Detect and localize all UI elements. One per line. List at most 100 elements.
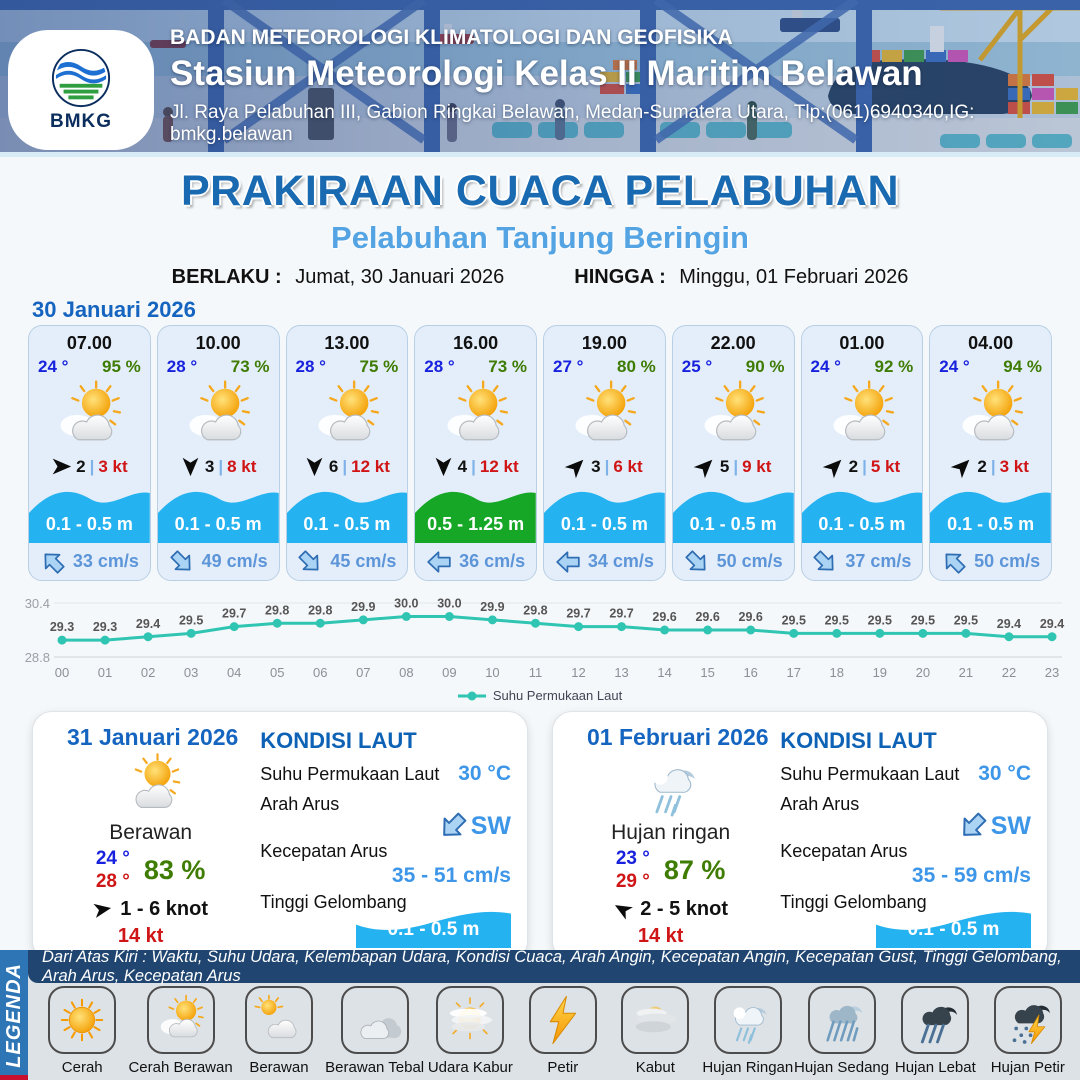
current-direction-icon xyxy=(34,543,71,580)
sst-label: Suhu Permukaan Laut xyxy=(780,763,960,784)
daily-humidity: 87 % xyxy=(663,854,726,885)
card-time: 10.00 xyxy=(195,333,241,353)
daily-summary: 31 Januari 2026 Berawan 24 ° 28 ° 83 % 1… xyxy=(49,724,252,948)
wind-force: 3 xyxy=(204,456,215,476)
svg-text:30.0: 30.0 xyxy=(394,597,418,611)
validity-row: BERLAKU : Jumat, 30 Januari 2026 HINGGA … xyxy=(0,266,1080,289)
svg-text:29.4: 29.4 xyxy=(997,617,1021,631)
legend-icon-box xyxy=(901,985,970,1054)
wind-force: 3 xyxy=(591,456,601,476)
card-current-row: 45 cm/s xyxy=(287,543,408,580)
svg-text:29.5: 29.5 xyxy=(911,613,935,627)
wave-height-band: 0.1 - 0.5 m xyxy=(801,481,923,543)
svg-text:29.9: 29.9 xyxy=(480,600,504,614)
card-humidity: 90 % xyxy=(745,357,785,376)
hujan-sedang-icon xyxy=(815,993,869,1047)
sst-value: 30 °C xyxy=(978,762,1031,785)
current-speed: 36 cm/s xyxy=(459,551,526,571)
wind-force: 5 xyxy=(719,456,730,476)
legend-icon-box xyxy=(528,985,597,1054)
wind-speed: 6 kt xyxy=(613,456,643,476)
bmkg-logo-panel: BMKG xyxy=(8,30,154,150)
weather-icon xyxy=(687,378,779,454)
wind-direction-icon xyxy=(819,452,849,482)
header-banner: BMKG BADAN METEOROLOGI KLIMATOLOGI DAN G… xyxy=(0,0,1080,152)
wind-direction-icon xyxy=(948,452,978,482)
card-wind-row: 5 | 9 kt xyxy=(673,456,794,477)
svg-text:29.7: 29.7 xyxy=(222,607,246,621)
station-address: Jl. Raya Pelabuhan III, Gabion Ringkai B… xyxy=(170,102,975,145)
current-direction-value: SW xyxy=(990,811,1031,840)
svg-text:07: 07 xyxy=(356,665,370,680)
wave-height-value: 0.1 - 0.5 m xyxy=(560,514,648,534)
svg-text:16: 16 xyxy=(743,665,757,680)
current-direction-icon xyxy=(807,543,844,580)
current-speed: 34 cm/s xyxy=(587,551,654,571)
daily-condition: Hujan ringan xyxy=(611,820,731,844)
svg-text:29.8: 29.8 xyxy=(308,603,332,617)
wave-height-band: 0.1 - 0.5 m xyxy=(544,481,665,543)
svg-text:29.5: 29.5 xyxy=(868,613,892,627)
legend-sidebar: LEGENDA xyxy=(0,950,28,1080)
wind-speed: 5 kt xyxy=(870,456,901,476)
legend-item: Petir xyxy=(517,985,609,1076)
card-humidity: 95 % xyxy=(102,357,141,376)
daily-date: 01 Februari 2026 xyxy=(587,724,769,750)
separator: | xyxy=(733,456,739,476)
wind-force: 2 xyxy=(977,456,987,476)
card-humidity: 73 % xyxy=(230,357,270,376)
daily-temp-max: 29 ° xyxy=(615,871,650,893)
svg-text:10: 10 xyxy=(485,665,499,680)
current-speed-label: Kecepatan Arus xyxy=(780,841,908,861)
wave-height-value: 0.1 - 0.5 m xyxy=(907,919,1000,940)
forecast-card: 07.00 24 ° 95 % 2 | 3 kt 0.1 - 0.5 m 33 c… xyxy=(28,325,151,581)
svg-text:29.8: 29.8 xyxy=(265,603,289,617)
hujan-petir-icon xyxy=(1001,993,1055,1047)
current-direction-icon xyxy=(936,543,973,580)
weather-icon xyxy=(43,378,135,454)
current-direction-icon xyxy=(292,543,329,580)
wind-force: 6 xyxy=(328,456,339,476)
wave-height-band: 0.1 - 0.5 m xyxy=(157,481,279,543)
current-speed: 45 cm/s xyxy=(330,551,397,571)
svg-text:02: 02 xyxy=(141,665,155,680)
page-subtitle: Pelabuhan Tanjung Beringin xyxy=(331,220,749,255)
svg-text:29.3: 29.3 xyxy=(93,620,117,634)
header-overlay xyxy=(0,0,1080,152)
wave-height-value: 0.1 - 0.5 m xyxy=(174,514,262,534)
legend-item-label: Cerah Berawan xyxy=(128,1058,233,1076)
separator: | xyxy=(862,456,867,476)
validity-from: BERLAKU : Jumat, 30 Januari 2026 xyxy=(172,266,505,289)
sst-label: Suhu Permukaan Laut xyxy=(260,763,440,784)
chart-legend-label: Suhu Permukaan Laut xyxy=(492,688,623,703)
current-speed: 49 cm/s xyxy=(201,551,268,571)
berlaku-label: BERLAKU : xyxy=(171,266,282,288)
wave-height-value: 0.5 - 1.25 m xyxy=(427,514,525,534)
svg-text:14: 14 xyxy=(657,665,671,680)
hujan-ringan-icon xyxy=(721,993,775,1047)
sea-conditions: KONDISI LAUT Suhu Permukaan Laut 30 °C A… xyxy=(772,724,1031,948)
svg-text:15: 15 xyxy=(700,665,714,680)
daily-temp-min: 23 ° xyxy=(615,847,650,869)
legend-item-label: Hujan Ringan xyxy=(702,1058,794,1076)
card-humidity: 75 % xyxy=(359,357,399,376)
wind-force: 2 xyxy=(76,456,86,476)
current-direction-icon xyxy=(163,543,200,580)
legend-item-label: Cerah xyxy=(61,1058,103,1076)
card-temp: 24 ° xyxy=(38,357,69,376)
card-humidity: 73 % xyxy=(488,357,527,376)
legend-icon-box xyxy=(244,985,313,1054)
legend-icon-box xyxy=(340,985,409,1054)
wind-direction-icon xyxy=(92,898,114,920)
legend-item: Hujan Petir xyxy=(982,985,1074,1076)
legend-item-label: Hujan Lebat xyxy=(894,1058,976,1076)
wind-speed: 3 kt xyxy=(999,456,1029,476)
daily-humidity: 83 % xyxy=(143,854,206,885)
current-direction-label: Arah Arus xyxy=(780,794,860,814)
legend-item: Cerah Berawan xyxy=(128,985,233,1076)
daily-panel: 31 Januari 2026 Berawan 24 ° 28 ° 83 % 1… xyxy=(32,711,528,961)
current-speed: 37 cm/s xyxy=(845,551,912,571)
legend-item: Cerah xyxy=(36,985,128,1076)
card-time: 16.00 xyxy=(453,333,499,353)
